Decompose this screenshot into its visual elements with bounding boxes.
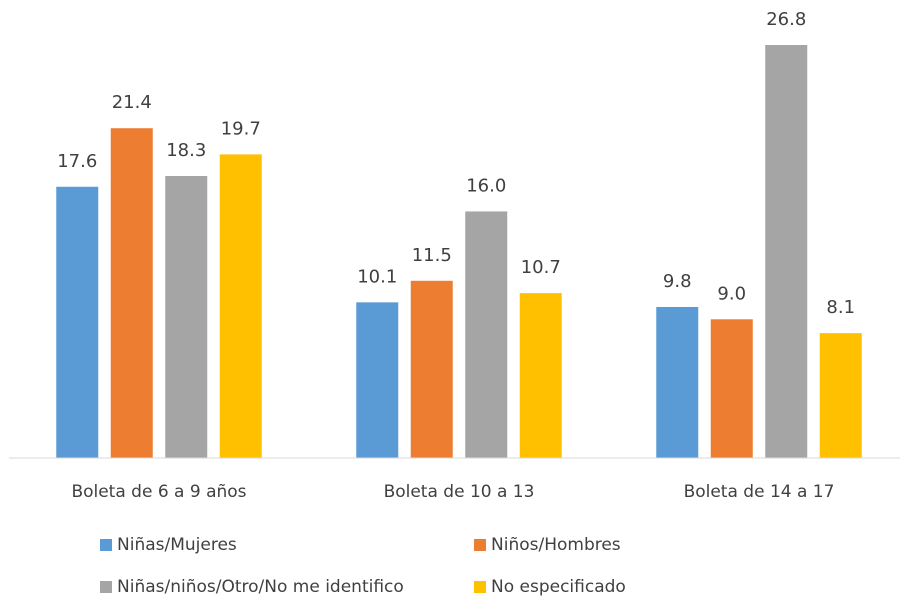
bar (165, 175, 208, 458)
data-label: 19.7 (221, 118, 261, 139)
legend-label: Niñas/Mujeres (117, 535, 237, 555)
data-label: 21.4 (112, 92, 152, 113)
data-label: 26.8 (766, 9, 806, 30)
bar (110, 128, 153, 458)
data-label: 9.0 (717, 283, 746, 304)
data-label: 17.6 (57, 151, 97, 172)
x-tick-label: Boleta de 10 a 13 (384, 482, 535, 502)
legend-swatch (474, 581, 486, 593)
legend-swatch (100, 539, 112, 551)
bar (765, 45, 808, 458)
legend-label: Niñas/niños/Otro/No me identifico (117, 577, 404, 597)
bar (410, 280, 453, 458)
bar (219, 154, 262, 458)
bar (56, 186, 99, 458)
bar (519, 293, 562, 458)
data-label: 8.1 (826, 297, 855, 318)
data-label: 10.7 (521, 257, 561, 278)
legend-swatch (100, 581, 112, 593)
bar (356, 302, 399, 458)
bar (819, 333, 862, 458)
bar (656, 306, 699, 458)
data-label: 16.0 (466, 175, 506, 196)
legend-label: No especificado (491, 577, 626, 597)
bar (465, 211, 508, 458)
data-label: 18.3 (166, 140, 206, 161)
legend-swatch (474, 539, 486, 551)
x-tick-label: Boleta de 6 a 9 años (71, 482, 246, 502)
data-label: 11.5 (412, 245, 452, 266)
bar (710, 319, 753, 458)
data-label: 9.8 (663, 271, 692, 292)
legend-label: Niños/Hombres (491, 535, 621, 555)
x-tick-label: Boleta de 14 a 17 (684, 482, 835, 502)
data-label: 10.1 (357, 266, 397, 287)
